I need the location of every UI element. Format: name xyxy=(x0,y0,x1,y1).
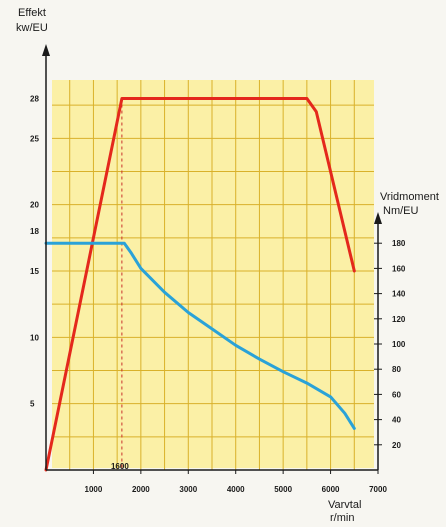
y-left-tick-label: 18 xyxy=(30,227,39,236)
x-axis-title: Varvtal xyxy=(328,499,361,511)
right-axis-arrow xyxy=(374,212,382,224)
y-right-tick-label: 40 xyxy=(392,416,401,425)
y-right-tick-label: 160 xyxy=(392,264,406,273)
left-axis-arrow xyxy=(42,44,50,56)
x-tick-label: 2000 xyxy=(132,485,150,494)
axes xyxy=(42,44,382,471)
tick-labels: 1000 2000 3000 4000 5000 6000 7000 1600 5 10 15 18 2… xyxy=(30,95,406,494)
y-left-tick-label: 15 xyxy=(30,267,39,276)
x-tick-label: 3000 xyxy=(179,485,197,494)
left-axis-title: Effekt xyxy=(18,7,46,19)
grid xyxy=(52,80,374,471)
y-left-tick-label: 20 xyxy=(30,201,39,210)
y-right-tick-label: 100 xyxy=(392,340,406,349)
series-line-left xyxy=(44,97,356,472)
right-axis-title: Vridmoment xyxy=(380,191,439,203)
x-tick-label: 4000 xyxy=(227,485,245,494)
x-tick-label: 1000 xyxy=(85,485,103,494)
y-right-tick-label: 20 xyxy=(392,441,401,450)
y-right-tick-label: 140 xyxy=(392,290,406,299)
y-right-tick-label: 80 xyxy=(392,365,401,374)
series-group xyxy=(44,97,356,472)
x-tick-label: 7000 xyxy=(369,485,387,494)
y-right-tick-label: 60 xyxy=(392,390,401,399)
y-right-tick-label: 120 xyxy=(392,315,406,324)
x-tick-label: 6000 xyxy=(322,485,340,494)
series-line-right xyxy=(44,241,356,430)
right-axis-unit: Nm/EU xyxy=(383,205,419,217)
x-axis-unit: r/min xyxy=(330,512,354,524)
y-left-tick-label: 25 xyxy=(30,134,39,143)
y-left-tick-label: 28 xyxy=(30,95,39,104)
y-left-tick-label: 5 xyxy=(30,400,35,409)
x-tick-label: 5000 xyxy=(274,485,292,494)
left-axis-unit: kw/EU xyxy=(16,22,48,34)
y-left-tick-label: 10 xyxy=(30,333,39,342)
x-marker-label: 1600 xyxy=(111,462,129,471)
y-right-tick-label: 180 xyxy=(392,239,406,248)
